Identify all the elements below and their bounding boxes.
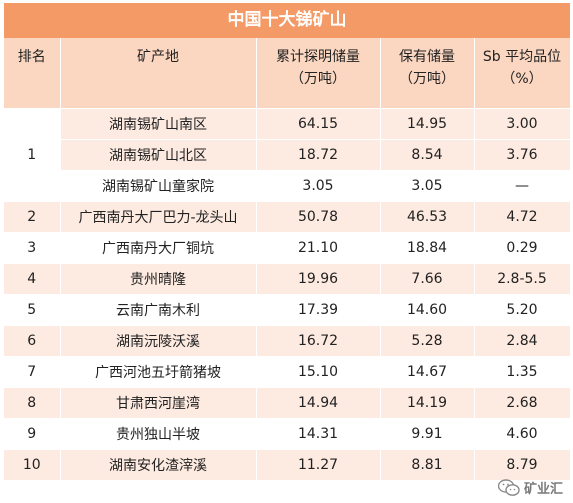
cumulative-cell: 64.15	[256, 108, 381, 140]
rank-cell: 2	[4, 201, 61, 233]
rank-cell: 5	[4, 294, 61, 326]
rank-cell: 4	[4, 263, 61, 295]
grade-cell: 3.00	[474, 108, 571, 140]
retained-cell: 14.67	[380, 356, 475, 388]
retained-cell: 14.95	[380, 108, 475, 140]
retained-cell: 18.84	[380, 232, 475, 264]
table-container: 中国十大锑矿山 排名 矿产地 累计探明储量 （万吨） 保有储量 （万吨） Sb 平均…	[4, 3, 571, 481]
grade-cell: 3.76	[474, 139, 571, 171]
cumulative-cell: 14.94	[256, 387, 381, 419]
table-row: 湖南锡矿山童家院 3.05 3.05 —	[4, 170, 571, 202]
header-row: 排名 矿产地 累计探明储量 （万吨） 保有储量 （万吨） Sb 平均品位 （%）	[4, 38, 571, 109]
cumulative-cell: 11.27	[256, 449, 381, 481]
rank-cell: 8	[4, 387, 61, 419]
wechat-icon	[497, 478, 520, 497]
mine-cell: 湖南锡矿山童家院	[60, 170, 257, 202]
rank-cell: 3	[4, 232, 61, 264]
watermark: 矿业汇	[497, 478, 563, 497]
retained-cell: 7.66	[380, 263, 475, 295]
mine-cell: 广西南丹大厂巴力-龙头山	[60, 201, 257, 233]
rank-cell: 6	[4, 325, 61, 357]
table-row: 8 甘肃西河崖湾 14.94 14.19 2.68	[4, 387, 571, 419]
mine-cell: 湖南锡矿山北区	[60, 139, 257, 171]
mine-cell: 湖南锡矿山南区	[60, 108, 257, 140]
grade-cell: —	[474, 170, 571, 202]
table-title: 中国十大锑矿山	[4, 3, 570, 38]
table-row: 6 湖南沅陵沃溪 16.72 5.28 2.84	[4, 325, 571, 357]
retained-cell: 8.81	[380, 449, 475, 481]
header-mine: 矿产地	[60, 38, 257, 109]
cumulative-cell: 17.39	[256, 294, 381, 326]
rank-cell: 9	[4, 418, 61, 450]
retained-cell: 9.91	[380, 418, 475, 450]
retained-cell: 3.05	[380, 170, 475, 202]
table-row: 7 广西河池五圩箭猪坡 15.10 14.67 1.35	[4, 356, 571, 388]
rank-cell: 1	[4, 108, 61, 202]
grade-cell: 1.35	[474, 356, 571, 388]
cumulative-cell: 3.05	[256, 170, 381, 202]
header-rank: 排名	[4, 38, 61, 109]
cumulative-cell: 16.72	[256, 325, 381, 357]
cumulative-cell: 14.31	[256, 418, 381, 450]
mine-cell: 湖南安化渣滓溪	[60, 449, 257, 481]
grade-cell: 8.79	[474, 449, 571, 481]
header-cumulative: 累计探明储量 （万吨）	[256, 38, 381, 109]
mines-table: 排名 矿产地 累计探明储量 （万吨） 保有储量 （万吨） Sb 平均品位 （%） 1 …	[4, 38, 571, 481]
mine-cell: 贵州独山半坡	[60, 418, 257, 450]
retained-cell: 5.28	[380, 325, 475, 357]
retained-cell: 46.53	[380, 201, 475, 233]
table-row: 3 广西南丹大厂铜坑 21.10 18.84 0.29	[4, 232, 571, 264]
table-row: 10 湖南安化渣滓溪 11.27 8.81 8.79	[4, 449, 571, 481]
grade-cell: 4.60	[474, 418, 571, 450]
rank-cell: 10	[4, 449, 61, 481]
mine-cell: 云南广南木利	[60, 294, 257, 326]
watermark-text: 矿业汇	[523, 482, 563, 497]
mine-cell: 广西南丹大厂铜坑	[60, 232, 257, 264]
grade-cell: 2.8-5.5	[474, 263, 571, 295]
grade-cell: 2.68	[474, 387, 571, 419]
grade-cell: 2.84	[474, 325, 571, 357]
table-row: 4 贵州晴隆 19.96 7.66 2.8-5.5	[4, 263, 571, 295]
cumulative-cell: 21.10	[256, 232, 381, 264]
table-row: 9 贵州独山半坡 14.31 9.91 4.60	[4, 418, 571, 450]
retained-cell: 14.19	[380, 387, 475, 419]
cumulative-cell: 18.72	[256, 139, 381, 171]
rank-cell: 7	[4, 356, 61, 388]
header-retained: 保有储量 （万吨）	[380, 38, 475, 109]
retained-cell: 14.60	[380, 294, 475, 326]
grade-cell: 4.72	[474, 201, 571, 233]
retained-cell: 8.54	[380, 139, 475, 171]
header-grade: Sb 平均品位 （%）	[474, 38, 571, 109]
table-row: 2 广西南丹大厂巴力-龙头山 50.78 46.53 4.72	[4, 201, 571, 233]
grade-cell: 5.20	[474, 294, 571, 326]
mine-cell: 广西河池五圩箭猪坡	[60, 356, 257, 388]
cumulative-cell: 15.10	[256, 356, 381, 388]
table-row: 1 湖南锡矿山南区 64.15 14.95 3.00	[4, 108, 571, 202]
cumulative-cell: 19.96	[256, 263, 381, 295]
table-row: 5 云南广南木利 17.39 14.60 5.20	[4, 294, 571, 326]
cumulative-cell: 50.78	[256, 201, 381, 233]
mine-cell: 湖南沅陵沃溪	[60, 325, 257, 357]
mine-cell: 甘肃西河崖湾	[60, 387, 257, 419]
table-row: 湖南锡矿山北区 18.72 8.54 3.76	[4, 139, 571, 171]
mine-cell: 贵州晴隆	[60, 263, 257, 295]
grade-cell: 0.29	[474, 232, 571, 264]
